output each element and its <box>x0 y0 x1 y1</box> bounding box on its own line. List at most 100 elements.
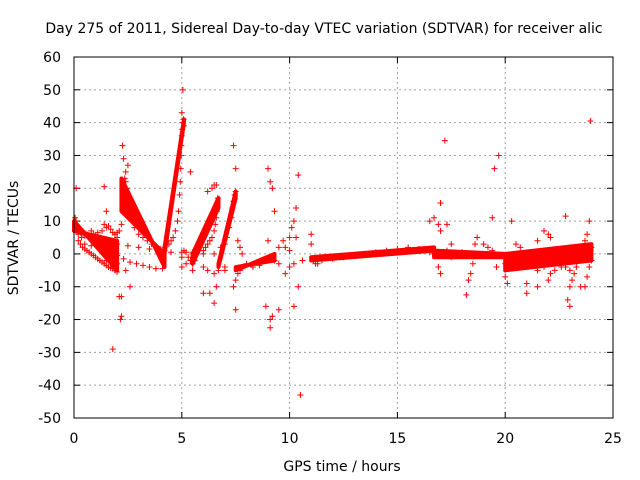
data-point <box>206 290 213 297</box>
data-point <box>133 260 140 267</box>
data-point <box>562 257 569 264</box>
data-point <box>545 260 552 267</box>
data-point <box>262 303 269 310</box>
data-point <box>584 273 591 280</box>
data-point <box>177 178 184 185</box>
data-point <box>310 257 317 264</box>
data-point <box>146 245 153 252</box>
data-point <box>172 227 179 234</box>
data-point <box>221 264 228 271</box>
y-tick-label: -10 <box>38 280 61 296</box>
data-point <box>189 249 196 256</box>
data-point <box>161 244 168 251</box>
data-point <box>118 221 125 228</box>
x-tick-label: 15 <box>388 431 406 447</box>
data-band <box>309 245 437 263</box>
data-point <box>88 242 95 249</box>
x-tick-label: 20 <box>496 431 514 447</box>
data-point <box>286 234 293 241</box>
data-point <box>394 245 401 252</box>
data-point <box>123 185 130 192</box>
data-point <box>551 267 558 274</box>
data-point <box>290 303 297 310</box>
data-point <box>124 201 131 208</box>
data-point <box>179 119 186 126</box>
data-point <box>232 165 239 172</box>
data-point <box>265 165 272 172</box>
data-point <box>81 241 88 248</box>
data-point <box>512 250 519 257</box>
data-point <box>558 264 565 271</box>
data-point <box>267 254 274 261</box>
data-point <box>83 231 90 238</box>
data-point <box>114 252 121 259</box>
data-point <box>564 296 571 303</box>
data-point <box>545 231 552 238</box>
data-point <box>340 254 347 261</box>
data-point <box>372 249 379 256</box>
y-axis-title: SDTVAR / TECUs <box>6 181 22 296</box>
data-point <box>183 260 190 267</box>
data-point <box>217 244 224 251</box>
x-axis-title: GPS time / hours <box>283 459 400 475</box>
data-point <box>288 224 295 231</box>
data-point <box>275 244 282 251</box>
data-point <box>484 244 491 251</box>
data-point <box>508 218 515 225</box>
data-point <box>239 250 246 257</box>
data-point <box>267 316 274 323</box>
data-point <box>314 260 321 267</box>
data-point <box>262 257 269 264</box>
data-point <box>204 267 211 274</box>
data-point <box>124 162 131 169</box>
data-point <box>588 244 595 251</box>
data-point <box>502 273 509 280</box>
data-point <box>92 237 99 244</box>
data-point <box>575 257 582 264</box>
data-point <box>420 247 427 254</box>
data-point <box>351 252 358 259</box>
y-tick-label: 40 <box>43 116 61 132</box>
y-tick-label: 60 <box>43 50 61 66</box>
data-point <box>168 249 175 256</box>
data-point <box>280 237 287 244</box>
x-tick-label: 25 <box>604 431 622 447</box>
data-point <box>107 226 114 233</box>
data-point <box>566 267 573 274</box>
data-point <box>551 247 558 254</box>
data-point <box>504 280 511 287</box>
y-axis: -50 -40 -30 -20 -10 0 10 20 30 40 50 60 <box>38 50 613 427</box>
data-point <box>230 283 237 290</box>
data-point <box>437 200 444 207</box>
data-point <box>121 175 128 182</box>
data-point <box>523 290 530 297</box>
data-point <box>146 264 153 271</box>
data-point <box>114 260 121 267</box>
data-point <box>88 227 95 234</box>
data-point <box>221 241 228 248</box>
data-point <box>297 392 304 399</box>
data-point <box>426 218 433 225</box>
y-tick-label: 0 <box>52 247 61 263</box>
data-point <box>230 142 237 149</box>
data-point <box>577 250 584 257</box>
data-point <box>534 267 541 274</box>
data-point <box>459 249 466 256</box>
data-point <box>185 254 192 261</box>
data-point <box>170 234 177 241</box>
data-point <box>562 213 569 220</box>
data-point <box>213 181 220 188</box>
data-point <box>290 260 297 267</box>
data-point <box>435 264 442 271</box>
data-point <box>122 267 129 274</box>
data-point <box>211 300 218 307</box>
data-point <box>437 270 444 277</box>
y-tick-label: -20 <box>38 313 61 329</box>
data-point <box>114 241 121 248</box>
data-point <box>437 227 444 234</box>
data-point <box>495 152 502 159</box>
data-point <box>573 264 580 271</box>
data-point <box>267 178 274 185</box>
data-point <box>441 137 448 144</box>
data-point <box>96 234 103 241</box>
